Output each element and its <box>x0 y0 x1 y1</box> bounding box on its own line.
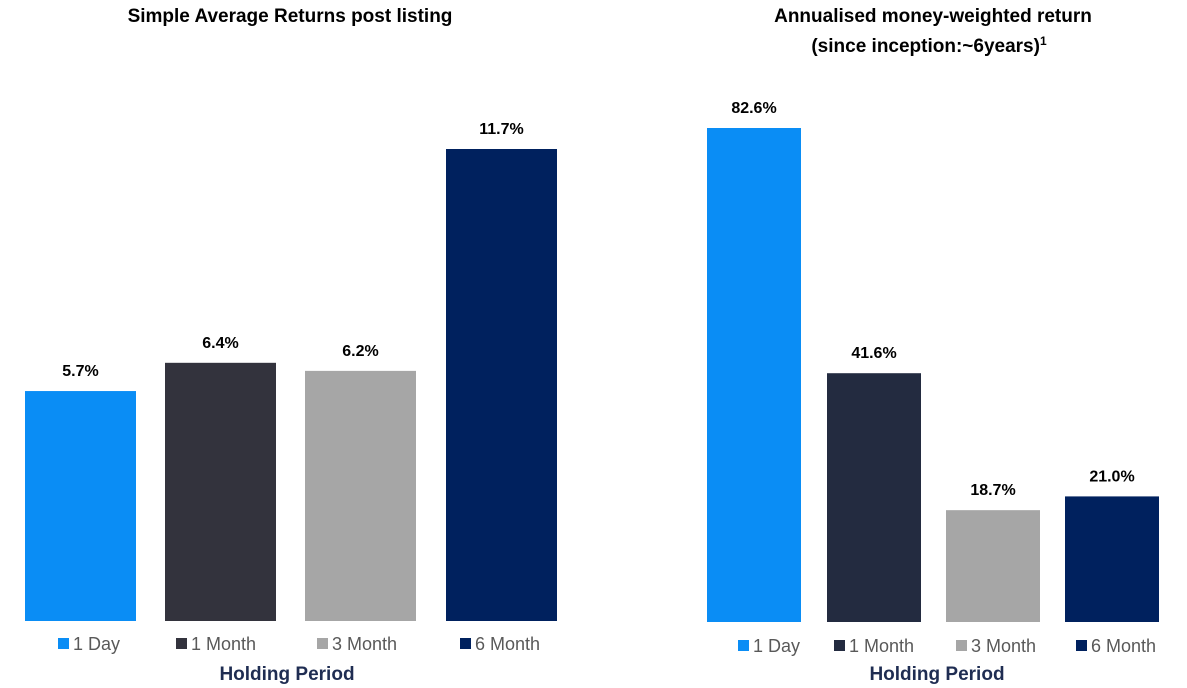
chart-left-legend-label-6-month: 6 Month <box>475 634 540 654</box>
chart-left-bar-6-month <box>446 149 557 621</box>
chart-left-legend: 1 Day 1 Month 3 Month 6 Month <box>58 634 540 654</box>
chart-left-legend-swatch-6-month <box>460 638 471 649</box>
chart-right-legend-label-1-month: 1 Month <box>849 636 914 656</box>
chart-right-value-label-3-month: 18.7% <box>970 482 1015 499</box>
chart-left-bars: 5.7% 6.4% 6.2% 11.7% <box>25 121 557 621</box>
chart-right-value-label-6-month: 21.0% <box>1089 468 1134 485</box>
chart-right-legend-swatch-6-month <box>1076 640 1087 651</box>
chart-right-bar-6-month <box>1065 496 1159 622</box>
chart-right-value-label-1-day: 82.6% <box>731 100 776 117</box>
chart-right-bars: 82.6% 41.6% 18.7% 21.0% <box>707 100 1159 622</box>
chart-right-subtitle-text: (since inception:~6years) <box>811 36 1040 57</box>
chart-right-xlabel: Holding Period <box>869 664 1004 685</box>
chart-left-legend-swatch-1-month <box>176 638 187 649</box>
chart-right-bar-3-month <box>946 510 1040 622</box>
chart-right-legend-label-6-month: 6 Month <box>1091 636 1156 656</box>
chart-right-legend-label-3-month: 3 Month <box>971 636 1036 656</box>
chart-left-value-label-1-month: 6.4% <box>202 335 238 352</box>
chart-right-legend-swatch-1-day <box>738 640 749 651</box>
chart-right-legend-swatch-1-month <box>834 640 845 651</box>
chart-right-value-label-1-month: 41.6% <box>851 345 896 362</box>
chart-left-legend-label-3-month: 3 Month <box>332 634 397 654</box>
chart-left-xlabel: Holding Period <box>219 664 354 685</box>
chart-left-bar-1-day <box>25 391 136 621</box>
chart-right-legend: 1 Day 1 Month 3 Month 6 Month <box>738 636 1156 656</box>
chart-right-bar-1-day <box>707 128 801 622</box>
chart-right-title: Annualised money-weighted return <box>774 6 1092 27</box>
chart-left-bar-1-month <box>165 362 276 621</box>
chart-left-value-label-6-month: 11.7% <box>479 121 523 138</box>
chart-right-legend-swatch-3-month <box>956 640 967 651</box>
chart-left-legend-label-1-day: 1 Day <box>73 634 120 654</box>
chart-right-bar-1-month <box>827 373 921 622</box>
chart-right: Annualised money-weighted return (since … <box>707 6 1159 685</box>
chart-left: Simple Average Returns post listing 5.7%… <box>25 6 557 685</box>
chart-left-legend-swatch-3-month <box>317 638 328 649</box>
chart-left-bar-3-month <box>305 370 416 621</box>
chart-left-value-label-1-day: 5.7% <box>62 363 98 380</box>
chart-right-legend-label-1-day: 1 Day <box>753 636 800 656</box>
chart-left-title: Simple Average Returns post listing <box>128 6 453 27</box>
chart-right-subtitle: (since inception:~6years)1 <box>811 34 1047 57</box>
chart-left-legend-label-1-month: 1 Month <box>191 634 256 654</box>
chart-right-footnote-marker: 1 <box>1040 34 1047 48</box>
chart-left-legend-swatch-1-day <box>58 638 69 649</box>
chart-left-value-label-3-month: 6.2% <box>342 343 378 360</box>
